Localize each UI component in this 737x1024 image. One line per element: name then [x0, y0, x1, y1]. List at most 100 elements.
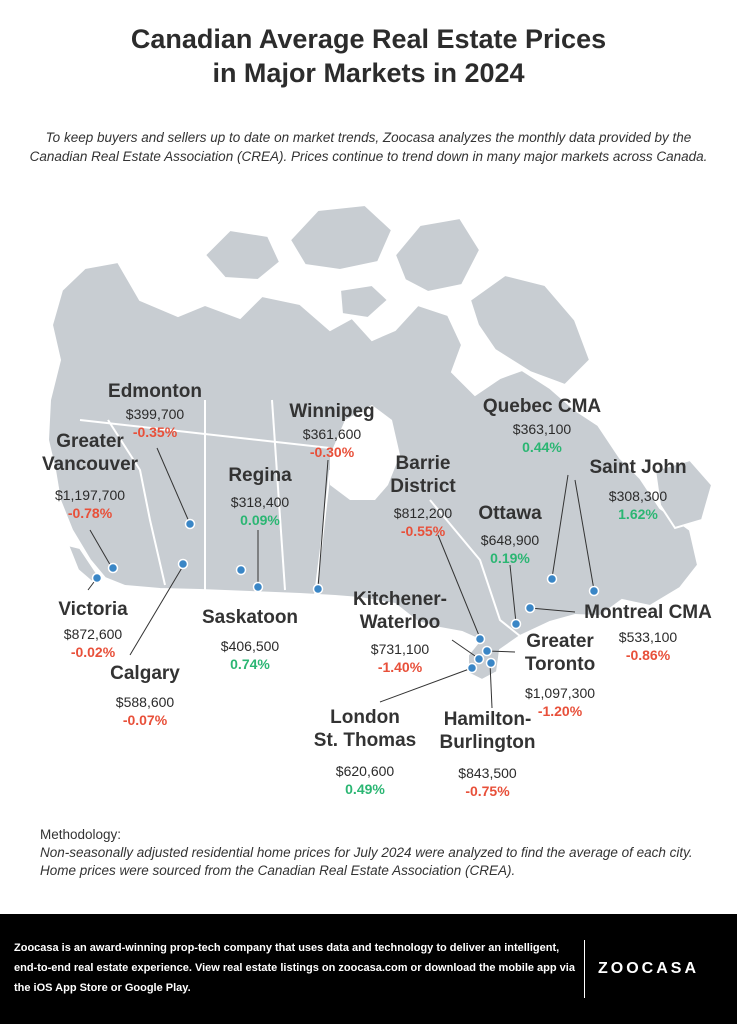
- city-label-toronto: Greater Toronto $1,097,300 -1.20%: [505, 630, 615, 720]
- city-name: Saskatoon: [201, 607, 299, 628]
- arctic-island-3: [393, 216, 482, 294]
- city-price: $1,097,300: [524, 685, 596, 701]
- border-60th: [79, 419, 331, 449]
- city-price: $406,500: [220, 638, 280, 654]
- city-name-line-1: London: [330, 707, 400, 728]
- city-price: $399,700: [125, 406, 185, 422]
- city-change: -0.78%: [67, 505, 113, 521]
- leader-vancouver: [89, 529, 113, 569]
- city-label-calgary: Calgary $588,600 -0.07%: [90, 662, 200, 729]
- zoocasa-logo[interactable]: ZOOCASA: [598, 960, 699, 977]
- marker-ottawa: [510, 618, 522, 630]
- methodology-body: Non-seasonally adjusted residential home…: [40, 845, 693, 878]
- city-change: 0.49%: [345, 781, 385, 797]
- city-change: -1.20%: [537, 703, 583, 719]
- city-name-line-1: Barrie: [395, 453, 451, 474]
- city-change: -1.40%: [377, 659, 423, 675]
- city-price: $363,100: [512, 421, 572, 437]
- leader-winnipeg: [317, 459, 329, 589]
- border-sk-mb: [271, 399, 286, 591]
- leader-edmonton: [156, 447, 191, 525]
- city-change: -0.75%: [465, 783, 510, 799]
- leader-quebec: [551, 474, 569, 579]
- marker-quebec: [546, 573, 558, 585]
- intro-text: To keep buyers and sellers up to date on…: [29, 130, 708, 164]
- marker-vancouver: [107, 562, 119, 574]
- marker-toronto: [481, 645, 493, 657]
- page-title: Canadian Average Real Estate Prices in M…: [0, 22, 737, 90]
- title-line-2: in Major Markets in 2024: [212, 58, 525, 88]
- city-name: Regina: [228, 465, 292, 486]
- city-change: -0.35%: [132, 424, 178, 440]
- city-name: Quebec CMA: [482, 396, 602, 417]
- arctic-island-4: [338, 283, 390, 320]
- city-name-line-2: St. Thomas: [313, 730, 417, 751]
- city-price: $731,100: [370, 641, 430, 657]
- marker-kitchener: [473, 653, 485, 665]
- leader-hamilton: [489, 662, 493, 709]
- city-name: Calgary: [110, 663, 180, 684]
- city-name-line-2: Waterloo: [359, 612, 441, 633]
- city-label-saintjohn: Saint John $308,300 1.62%: [578, 456, 698, 523]
- border-on-qc: [429, 499, 521, 637]
- city-price: $361,600: [302, 426, 362, 442]
- city-label-regina: Regina $318,400 0.09%: [205, 464, 315, 529]
- city-name: Ottawa: [478, 503, 542, 524]
- marker-regina: [235, 564, 247, 576]
- city-change: 1.62%: [618, 506, 658, 522]
- marker-calgary: [177, 558, 189, 570]
- city-label-hamilton: Hamilton- Burlington $843,500 -0.75%: [425, 708, 550, 800]
- city-name: Montreal CMA: [584, 602, 712, 623]
- leader-ottawa: [509, 564, 517, 624]
- city-change: 0.19%: [490, 550, 530, 566]
- city-change: -0.30%: [309, 444, 355, 460]
- province-borders: [79, 399, 521, 637]
- city-label-winnipeg: Winnipeg $361,600 -0.30%: [277, 400, 387, 461]
- city-name: Victoria: [58, 599, 128, 620]
- city-name-line-1: Kitchener-: [353, 589, 447, 610]
- marker-hamilton: [485, 657, 497, 669]
- marker-saintjohn: [588, 585, 600, 597]
- city-name-line-2: Burlington: [439, 732, 536, 753]
- marker-london: [466, 662, 478, 674]
- city-price: $843,500: [458, 765, 517, 781]
- marker-saskatoon: [252, 581, 264, 593]
- city-label-saskatoon: Saskatoon $406,500 0.74%: [190, 606, 310, 673]
- marker-barrie: [474, 633, 486, 645]
- city-name: Saint John: [589, 457, 687, 478]
- leader-calgary: [129, 565, 184, 656]
- newfoundland: [653, 458, 714, 530]
- hudson-bay: [330, 405, 400, 500]
- city-price: $812,200: [393, 505, 453, 521]
- city-price: $648,900: [480, 532, 540, 548]
- city-price: $318,400: [230, 494, 290, 510]
- city-name-line-1: Greater: [526, 631, 594, 652]
- arctic-island-2: [288, 203, 394, 272]
- city-name-line-2: District: [390, 476, 456, 497]
- leader-kitchener: [451, 639, 479, 659]
- city-change: -0.86%: [625, 647, 671, 663]
- baffin-island: [468, 273, 592, 387]
- city-label-vancouver: Greater Vancouver $1,197,700 -0.78%: [30, 430, 150, 522]
- methodology-title: Methodology:: [40, 827, 122, 842]
- city-name-line-2: Vancouver: [41, 454, 139, 475]
- city-label-barrie: Barrie District $812,200 -0.55%: [368, 452, 478, 540]
- city-label-montreal: Montreal CMA $533,100 -0.86%: [578, 601, 718, 664]
- leader-lines: [87, 447, 595, 709]
- city-change: -0.07%: [122, 712, 168, 728]
- city-name: Edmonton: [108, 381, 202, 402]
- city-price: $1,197,700: [54, 487, 126, 503]
- map-landmass: [46, 203, 714, 682]
- city-name-line-2: Toronto: [524, 654, 596, 675]
- city-price: $588,600: [115, 694, 175, 710]
- city-label-victoria: Victoria $872,600 -0.02%: [38, 598, 148, 661]
- marker-winnipeg: [312, 583, 324, 595]
- city-label-london: London St. Thomas $620,600 0.49%: [300, 706, 430, 798]
- city-change: -0.02%: [70, 644, 116, 660]
- city-name-line-1: Hamilton-: [443, 709, 532, 730]
- marker-edmonton: [184, 518, 196, 530]
- city-price: $308,300: [608, 488, 668, 504]
- city-price: $533,100: [618, 629, 678, 645]
- city-label-kitchener: Kitchener- Waterloo $731,100 -1.40%: [340, 588, 460, 676]
